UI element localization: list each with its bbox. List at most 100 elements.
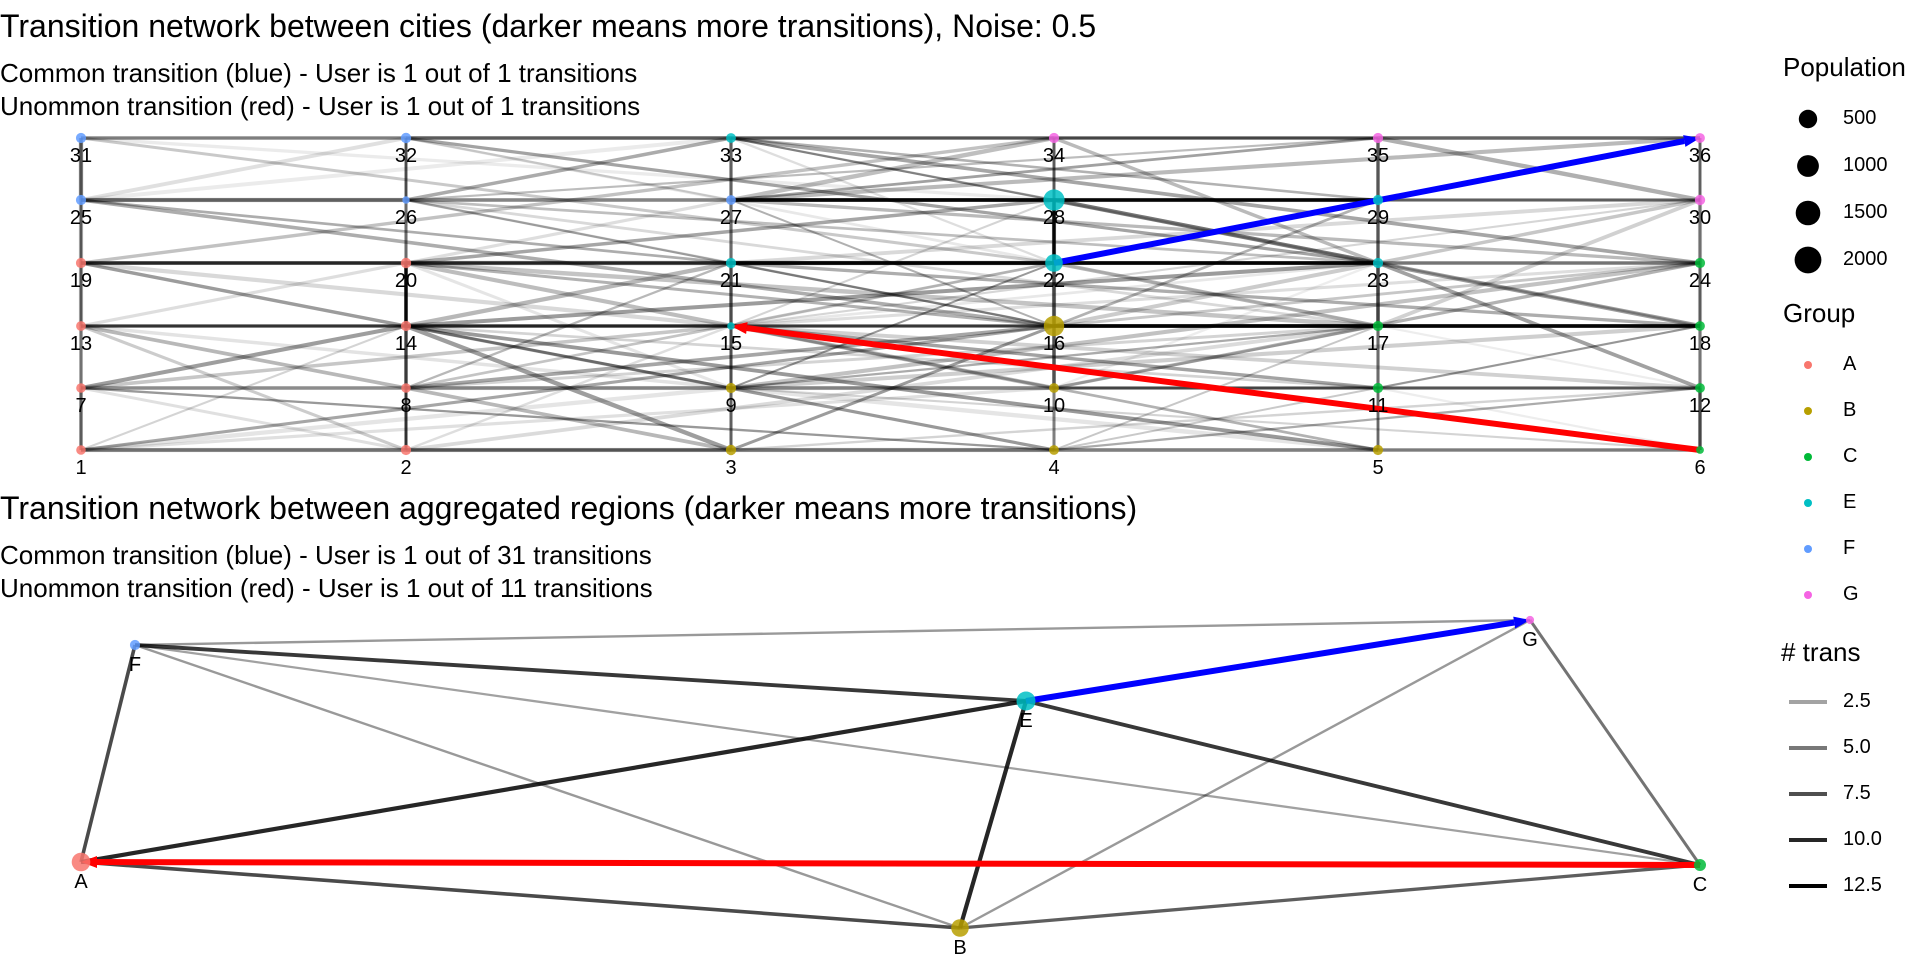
city-label-35: 35 <box>1367 145 1389 167</box>
region-label-C: C <box>1693 874 1707 896</box>
region-edge-A-E <box>80 698 1027 865</box>
city-node-22 <box>1045 254 1063 272</box>
city-label-25: 25 <box>70 207 92 229</box>
region-edge-F-A <box>79 644 137 863</box>
city-edge <box>730 262 1055 389</box>
city-label-21: 21 <box>720 270 742 292</box>
city-node-13 <box>76 321 86 331</box>
region-edge-F-B <box>134 643 961 930</box>
legend-group-label-C: C <box>1843 445 1858 467</box>
region-common-transition-arrowhead <box>1513 616 1530 629</box>
legend-group-label-F: F <box>1843 537 1856 559</box>
city-label-3: 3 <box>725 457 736 479</box>
city-node-34 <box>1048 132 1060 144</box>
legend-group-symbol-A <box>1804 361 1812 369</box>
city-node-32 <box>400 132 412 144</box>
city-edge <box>405 136 1379 202</box>
legend-population-label-500: 500 <box>1843 107 1877 129</box>
legend-group-symbols <box>1804 361 1812 599</box>
city-node-12 <box>1695 383 1705 393</box>
city-node-4 <box>1049 445 1059 455</box>
city-node-24 <box>1694 257 1706 269</box>
region-node-A <box>71 852 91 872</box>
city-node-28 <box>1043 189 1065 211</box>
city-edge <box>405 261 1379 328</box>
region-node-G <box>1525 615 1535 625</box>
city-node-21 <box>725 257 737 269</box>
region-edge-E-B <box>957 700 1029 929</box>
city-node-10 <box>1049 383 1059 393</box>
city-node-15 <box>727 322 735 330</box>
region-nodes <box>71 615 1706 937</box>
city-edge <box>405 261 732 390</box>
legend-population-symbol-2000 <box>1794 246 1822 274</box>
legend-trans-label-2.5: 2.5 <box>1843 690 1871 712</box>
city-edge <box>80 198 1055 328</box>
legend-population-symbol-500 <box>1798 109 1818 129</box>
city-label-10: 10 <box>1043 395 1065 417</box>
top-subtitle-common: Common transition (blue) - User is 1 out… <box>0 58 638 88</box>
legend-group-symbol-G <box>1804 591 1812 599</box>
city-label-6: 6 <box>1694 457 1705 479</box>
city-node-16 <box>1043 315 1065 337</box>
city-label-13: 13 <box>70 333 92 355</box>
city-node-33 <box>726 133 736 143</box>
city-node-2 <box>400 444 412 456</box>
city-label-8: 8 <box>400 395 411 417</box>
city-node-27 <box>726 195 736 205</box>
city-node-31 <box>75 132 87 144</box>
city-label-33: 33 <box>720 145 742 167</box>
city-edge <box>405 324 732 390</box>
city-label-1: 1 <box>75 457 86 479</box>
legend-group-label-A: A <box>1843 353 1857 375</box>
city-label-11: 11 <box>1368 395 1389 417</box>
city-edge <box>405 324 1379 452</box>
city-node-29 <box>1372 194 1384 206</box>
region-edges <box>79 618 1702 930</box>
region-edge-B-C <box>959 863 1701 930</box>
city-edge <box>1053 261 1379 328</box>
city-edge <box>405 136 732 202</box>
city-node-6 <box>1696 446 1704 454</box>
city-label-26: 26 <box>395 207 417 229</box>
city-node-35 <box>1372 132 1384 144</box>
city-node-18 <box>1695 321 1705 331</box>
city-edge <box>80 323 407 391</box>
legend-group-symbol-B <box>1804 407 1812 415</box>
city-edge <box>1377 261 1701 328</box>
region-edge-F-G <box>134 618 1531 647</box>
legend-trans-label-12.5: 12.5 <box>1843 874 1882 896</box>
region-edge-A-B <box>80 860 961 930</box>
city-edge <box>1377 386 1701 452</box>
legend-group-symbol-C <box>1804 453 1812 461</box>
city-label-28: 28 <box>1043 207 1065 229</box>
city-label-4: 4 <box>1048 457 1059 479</box>
city-edge <box>730 324 1055 452</box>
city-edge <box>730 386 1701 452</box>
city-node-9 <box>725 382 737 394</box>
city-edge <box>730 261 1701 328</box>
top-subtitle-uncommon: Unommon transition (red) - User is 1 out… <box>0 91 641 121</box>
city-edge <box>730 323 1701 391</box>
region-label-G: G <box>1522 629 1538 651</box>
city-node-19 <box>75 257 87 269</box>
region-node-B <box>951 919 969 937</box>
city-edge <box>80 386 1055 452</box>
city-edge <box>80 136 1055 265</box>
region-label-E: E <box>1019 710 1032 732</box>
region-label-B: B <box>953 937 966 959</box>
city-edge <box>405 136 732 202</box>
city-edge <box>730 324 1701 390</box>
city-label-36: 36 <box>1689 145 1711 167</box>
legend-group-title: Group <box>1783 298 1856 328</box>
bottom-subtitle-uncommon: Unommon transition (red) - User is 1 out… <box>0 573 653 603</box>
city-edge <box>405 198 1379 265</box>
city-edge <box>730 261 1701 328</box>
city-edge <box>405 324 1379 452</box>
city-node-20 <box>400 257 412 269</box>
city-edge <box>730 135 1055 203</box>
city-edge <box>405 198 732 265</box>
city-label-5: 5 <box>1372 457 1383 479</box>
